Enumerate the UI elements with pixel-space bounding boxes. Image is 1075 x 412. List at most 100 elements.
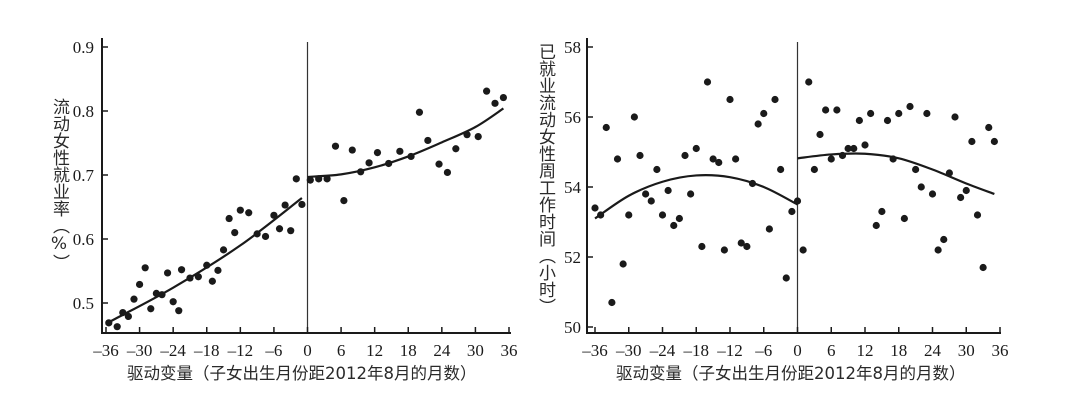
data-point	[340, 197, 348, 205]
data-point	[737, 239, 745, 247]
x-tick-label: –12	[227, 341, 254, 360]
data-point	[483, 87, 491, 95]
chart-1-y-axis-label: 流动女性就业率（%）	[49, 98, 69, 271]
data-point	[664, 186, 672, 195]
x-tick-label: 12	[857, 341, 874, 360]
data-point	[985, 123, 993, 132]
x-tick-label: 18	[890, 341, 907, 360]
x-tick-label: –24	[649, 341, 676, 360]
data-point	[231, 229, 239, 237]
data-point	[214, 266, 222, 274]
x-tick-label: 0	[303, 341, 312, 360]
data-point	[365, 159, 373, 167]
data-point	[608, 298, 616, 307]
x-tick-label: 30	[958, 341, 975, 360]
data-point	[306, 176, 314, 184]
data-point	[968, 137, 976, 146]
data-point	[219, 246, 228, 254]
chart-1-x-axis-label: 驱动变量（子女出生月份距2012年8月的月数）	[127, 364, 477, 383]
data-point	[270, 211, 278, 219]
data-point	[602, 123, 610, 132]
chart-1-plot: 0.5 0.6 0.7 0.8 0.9 –36 –30 –24 –18 –12 –6 0 6 12 18 24…	[73, 38, 518, 360]
data-point	[619, 260, 627, 268]
data-point	[373, 149, 382, 157]
x-tick-label: 24	[433, 341, 451, 360]
y-tick-label: 58	[564, 38, 581, 57]
x-tick-label: 36	[501, 341, 518, 360]
data-point	[124, 312, 132, 321]
data-point	[331, 142, 340, 150]
data-point	[169, 298, 177, 306]
data-point	[844, 144, 852, 153]
data-point	[130, 295, 138, 303]
data-point	[675, 214, 683, 223]
data-point	[940, 235, 948, 244]
data-point	[298, 200, 306, 209]
chart-2-x-axis-label: 驱动变量（子女出生月份距2012年8月的月数）	[616, 364, 966, 383]
x-tick-label: –24	[159, 341, 186, 360]
data-point	[732, 155, 740, 163]
data-point	[499, 93, 508, 102]
y-tick-label: 52	[564, 248, 581, 267]
data-point	[703, 78, 712, 86]
x-tick-label: –18	[193, 341, 220, 360]
data-point	[281, 201, 289, 209]
data-point	[850, 144, 858, 153]
data-point	[883, 116, 892, 125]
data-point	[292, 175, 300, 183]
data-point	[900, 214, 908, 223]
data-point	[424, 136, 432, 145]
data-point	[452, 145, 460, 153]
data-point	[754, 120, 762, 128]
data-point	[934, 246, 942, 254]
data-point	[443, 168, 452, 177]
x-tick-label: 18	[400, 341, 417, 360]
data-point	[917, 183, 925, 191]
fit-right-curve	[307, 107, 505, 179]
data-point	[928, 190, 937, 198]
data-point	[613, 155, 622, 163]
data-point	[636, 151, 644, 160]
data-point	[415, 108, 424, 116]
data-point	[275, 225, 284, 233]
data-point	[912, 165, 920, 174]
data-point	[147, 305, 155, 313]
data-point	[799, 246, 807, 254]
data-point	[867, 109, 875, 118]
data-point	[396, 147, 404, 155]
y-tick-label: 0.6	[73, 230, 94, 249]
data-point	[827, 155, 835, 163]
x-tick-label: 24	[924, 341, 942, 360]
x-tick-label: –36	[581, 341, 608, 360]
data-point	[957, 193, 965, 202]
fit-right-curve	[797, 152, 995, 196]
data-point	[872, 221, 880, 230]
data-point	[951, 113, 959, 121]
x-tick-label: 6	[337, 341, 346, 360]
data-point	[765, 225, 773, 233]
data-point	[878, 207, 886, 216]
data-point	[861, 141, 869, 149]
data-point	[163, 269, 172, 277]
x-tick-label: 6	[827, 341, 836, 360]
data-point	[474, 133, 482, 141]
data-point	[348, 146, 356, 154]
data-point	[771, 95, 779, 104]
data-point	[923, 109, 931, 118]
x-tick-label: 0	[793, 341, 802, 360]
data-point	[726, 95, 734, 104]
data-point	[225, 214, 233, 223]
y-tick-label: 0.7	[73, 166, 95, 185]
data-point	[245, 209, 253, 217]
data-point	[777, 165, 785, 174]
data-point	[113, 323, 121, 331]
fit-left-curve	[108, 197, 303, 324]
chart-2-plot: 50 52 54 56 58 –36 –30 –24 –18 –12 –6 0 6 12 18 24 30 36	[564, 38, 1009, 360]
fit-left-curve	[594, 174, 799, 220]
x-tick-label: –12	[716, 341, 743, 360]
y-tick-label: 0.5	[73, 294, 94, 313]
data-point	[788, 207, 796, 216]
data-point	[647, 197, 655, 205]
data-point	[658, 211, 667, 219]
data-point	[743, 242, 751, 251]
